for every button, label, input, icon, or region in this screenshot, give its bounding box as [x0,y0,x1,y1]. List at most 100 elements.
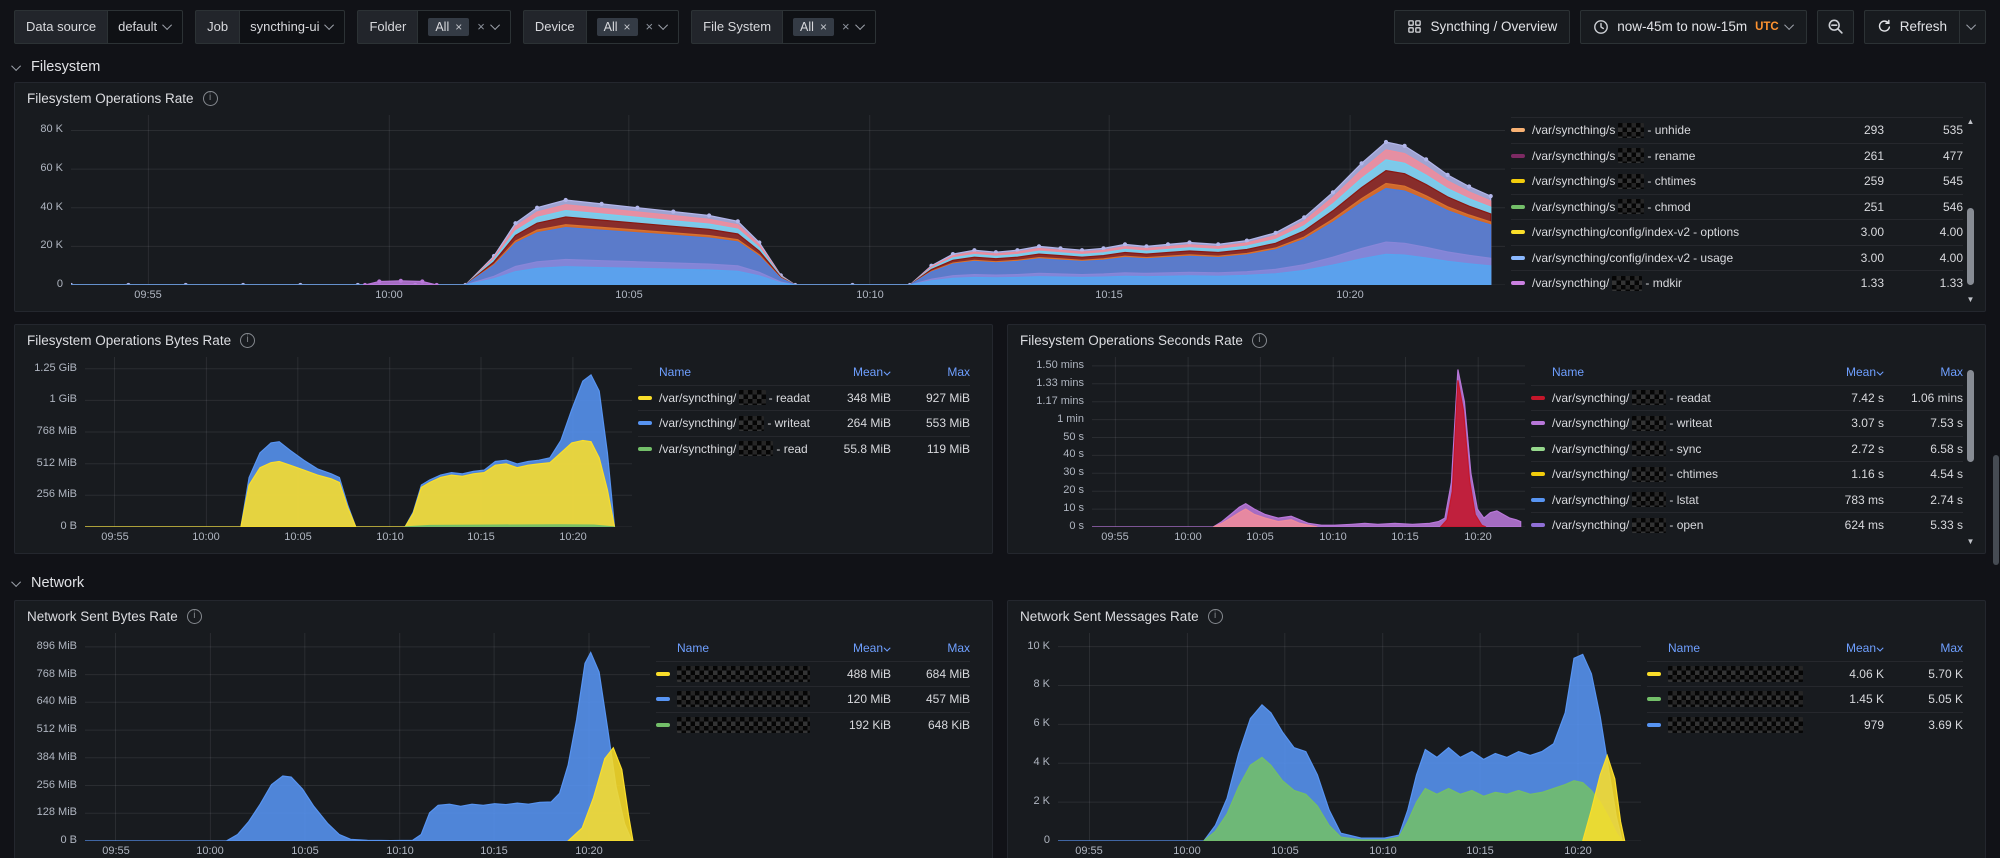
legend-row[interactable]: /var/syncthing/- lstat 783 ms 2.74 s [1531,486,1963,513]
x-tick-label: 10:20 [575,845,603,857]
legend-row[interactable]: /var/syncthing/s - chtimes 259 545 [1511,168,1963,194]
filter-value-select[interactable]: syncthing-ui [239,9,346,44]
series-mean-value: 4.06 K [1849,666,1884,681]
info-icon[interactable] [1207,608,1223,624]
legend-col-mean[interactable]: Mean [1810,641,1884,655]
panel-header[interactable]: Network Sent Bytes Rate [15,601,992,631]
filter-chip[interactable]: All × [793,17,834,36]
legend-row[interactable]: /var/syncthing/- mdkir 1.33 1.33 [1511,270,1963,296]
filter-chip[interactable]: All × [428,17,470,36]
redacted-text [1632,390,1667,406]
dashboard-title-button[interactable]: Syncthing / Overview [1394,9,1571,44]
x-tick-label: 10:10 [1369,845,1397,857]
legend-row[interactable]: /var/syncthing/- writeat 3.07 s 7.53 s [1531,410,1963,436]
plot-area[interactable] [1058,633,1641,841]
remove-icon[interactable]: × [623,19,631,34]
info-icon[interactable] [186,608,202,624]
info-icon[interactable] [1251,332,1267,348]
page-scrollbar[interactable] [1992,0,2000,858]
panel-header[interactable]: Filesystem Operations Rate [15,83,1985,113]
legend-row[interactable]: 979 3.69 K [1647,711,1963,738]
legend-row[interactable]: /var/syncthing/s - chmod 251 546 [1511,193,1963,220]
scroll-down-icon[interactable]: ▼ [1966,295,1975,304]
time-series-chart[interactable]: 0 20 K 40 K 60 K 80 K 09:55 10:00 10:05 10:10 10… [19,115,1505,307]
section-network[interactable]: Network [0,566,2000,600]
info-icon[interactable] [240,332,256,348]
clear-icon[interactable]: × [645,19,654,34]
info-icon[interactable] [202,90,218,106]
legend-row[interactable]: /var/syncthing/s - unhide 293 535 [1511,117,1963,143]
zoom-out-button[interactable] [1816,9,1854,44]
section-filesystem[interactable]: Filesystem [0,52,2000,82]
remove-icon[interactable]: × [455,19,463,34]
plot-area[interactable] [71,115,1505,285]
panel-header[interactable]: Network Sent Messages Rate [1008,601,1985,631]
panel-title: Network Sent Bytes Rate [27,608,178,624]
filter-value-multi[interactable]: All × × [417,9,511,44]
filter-chip[interactable]: All × [596,17,638,36]
legend-row[interactable]: 192 KiB 648 KiB [656,711,970,738]
legend-row[interactable]: /var/syncthing/- read 55.8 MiB 119 MiB [638,435,970,462]
legend-row[interactable]: /var/syncthing/config/index-v2- usage 3.0… [1511,244,1963,271]
legend-col-mean[interactable]: Mean [1810,365,1884,379]
legend-row[interactable]: /var/syncthing/- sync 2.72 s 6.58 s [1531,435,1963,462]
plot-column: 09:55 10:00 10:05 10:10 10:15 10:20 [85,357,632,549]
series-mean-value: 1.45 K [1849,692,1884,707]
time-range-picker[interactable]: now-45m to now-15m UTC [1580,9,1807,44]
time-series-chart[interactable]: 0 B 256 MiB 512 MiB 768 MiB 1 GiB 1.25 GiB 09… [19,357,632,549]
legend-col-max[interactable]: Max [1940,640,1963,655]
legend-row[interactable]: /var/syncthing/s - rename 261 477 [1511,142,1963,169]
legend-col-max[interactable]: Max [947,640,970,655]
refresh-button[interactable]: Refresh [1863,9,1960,44]
series-max-value: 457 MiB [925,692,970,707]
legend-row[interactable]: /var/syncthing/config/index-v2- options 3… [1511,219,1963,245]
legend-scrollbar[interactable]: ▼ [1965,359,1976,547]
time-series-chart[interactable]: 0 s 10 s 20 s 30 s 40 s 50 s 1 min 1.17 mins 1.3… [1012,357,1525,549]
legend-col-mean[interactable]: Mean [817,641,891,655]
plot-area[interactable] [1092,357,1525,527]
plot-area[interactable] [85,633,650,841]
scroll-down-icon[interactable]: ▼ [1966,537,1975,546]
legend-col-max[interactable]: Max [1940,364,1963,379]
legend-row[interactable]: 1.45 K 5.05 K [1647,686,1963,712]
time-range-label: now-45m to now-15m [1617,19,1748,34]
x-tick-label: 10:20 [559,531,587,543]
filter-value-multi[interactable]: All × × [782,9,876,44]
legend-row[interactable]: 4.06 K 5.70 K [1647,660,1963,687]
legend-row[interactable]: /var/syncthing/- chtimes 1.16 s 4.54 s [1531,461,1963,487]
legend-row[interactable]: /var/syncthing/- open 624 ms 5.33 s [1531,512,1963,538]
x-tick-label: 10:20 [1464,531,1492,543]
x-tick-label: 10:10 [856,289,884,301]
panel-header[interactable]: Filesystem Operations Seconds Rate [1008,325,1985,355]
y-tick-label: 1.25 GiB [34,362,77,374]
legend-row[interactable]: /var/syncthing/- writeat 264 MiB 553 MiB [638,410,970,436]
scroll-up-icon[interactable]: ▲ [1966,117,1975,126]
time-series-chart[interactable]: 0 B 128 MiB 256 MiB 384 MiB 512 MiB 640 MiB 76… [19,633,650,858]
remove-icon[interactable]: × [819,19,827,34]
y-tick-label: 60 K [40,162,63,174]
clear-icon[interactable]: × [477,19,485,34]
filter-value-select[interactable]: default [107,9,184,44]
legend-col-max[interactable]: Max [947,364,970,379]
plot-area[interactable] [85,357,632,527]
sort-chevron-icon [883,368,891,376]
legend-row[interactable]: /var/syncthing/- readat 348 MiB 927 MiB [638,384,970,411]
legend-row[interactable]: 120 MiB 457 MiB [656,686,970,712]
redacted-text [1632,492,1667,508]
y-tick-label: 0 [56,278,63,290]
clear-icon[interactable]: × [841,19,850,34]
x-tick-label: 09:55 [101,531,129,543]
scrollbar-thumb[interactable] [1993,455,1999,565]
redacted-series-name [1668,665,1803,682]
refresh-interval-dropdown[interactable] [1960,9,1986,44]
series-color-swatch [1511,204,1525,209]
filter-value-multi[interactable]: All × × [585,9,680,44]
legend-row[interactable]: /var/syncthing/- readat 7.42 s 1.06 mins [1531,384,1963,411]
x-tick-label: 10:00 [1173,845,1201,857]
legend-col-mean[interactable]: Mean [817,365,891,379]
time-series-chart[interactable]: 0 2 K 4 K 6 K 8 K 10 K 09:55 10:00 10:05 10:10 10… [1012,633,1641,858]
legend-scrollbar[interactable]: ▲ ▼ [1965,117,1976,305]
x-tick-label: 09:55 [1101,531,1129,543]
legend-row[interactable]: 488 MiB 684 MiB [656,660,970,687]
panel-header[interactable]: Filesystem Operations Bytes Rate [15,325,992,355]
